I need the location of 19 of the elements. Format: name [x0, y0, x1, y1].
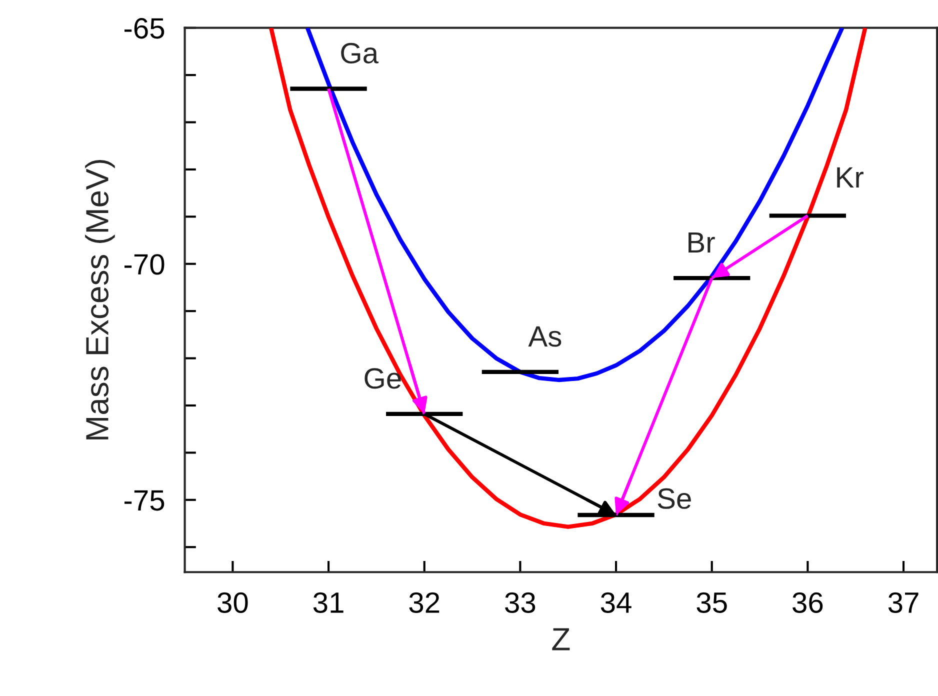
annotation: Br	[688, 232, 715, 253]
y-axis-title: Mass Excess (MeV)	[85, 160, 115, 440]
x-tick-label: 33	[505, 592, 536, 613]
y-tick-label: -65	[124, 18, 164, 39]
x-tick-label: 35	[696, 592, 727, 613]
x-tick-label: 36	[792, 592, 823, 613]
annotation: As	[528, 326, 562, 347]
x-tick-label: 34	[600, 592, 632, 613]
y-tick-label: -75	[124, 490, 164, 511]
x-tick-label: 32	[409, 592, 440, 613]
x-tick-label: 31	[313, 592, 344, 613]
annotation: Ge	[364, 368, 401, 389]
x-tick-label: 30	[218, 592, 248, 613]
y-tick-label: -70	[124, 254, 164, 275]
annotation: Ga	[341, 42, 379, 64]
x-axis-title: Z	[552, 628, 570, 650]
x-tick-label: 37	[888, 592, 918, 613]
annotation: Kr	[837, 167, 864, 188]
annotation: Se	[658, 488, 691, 509]
